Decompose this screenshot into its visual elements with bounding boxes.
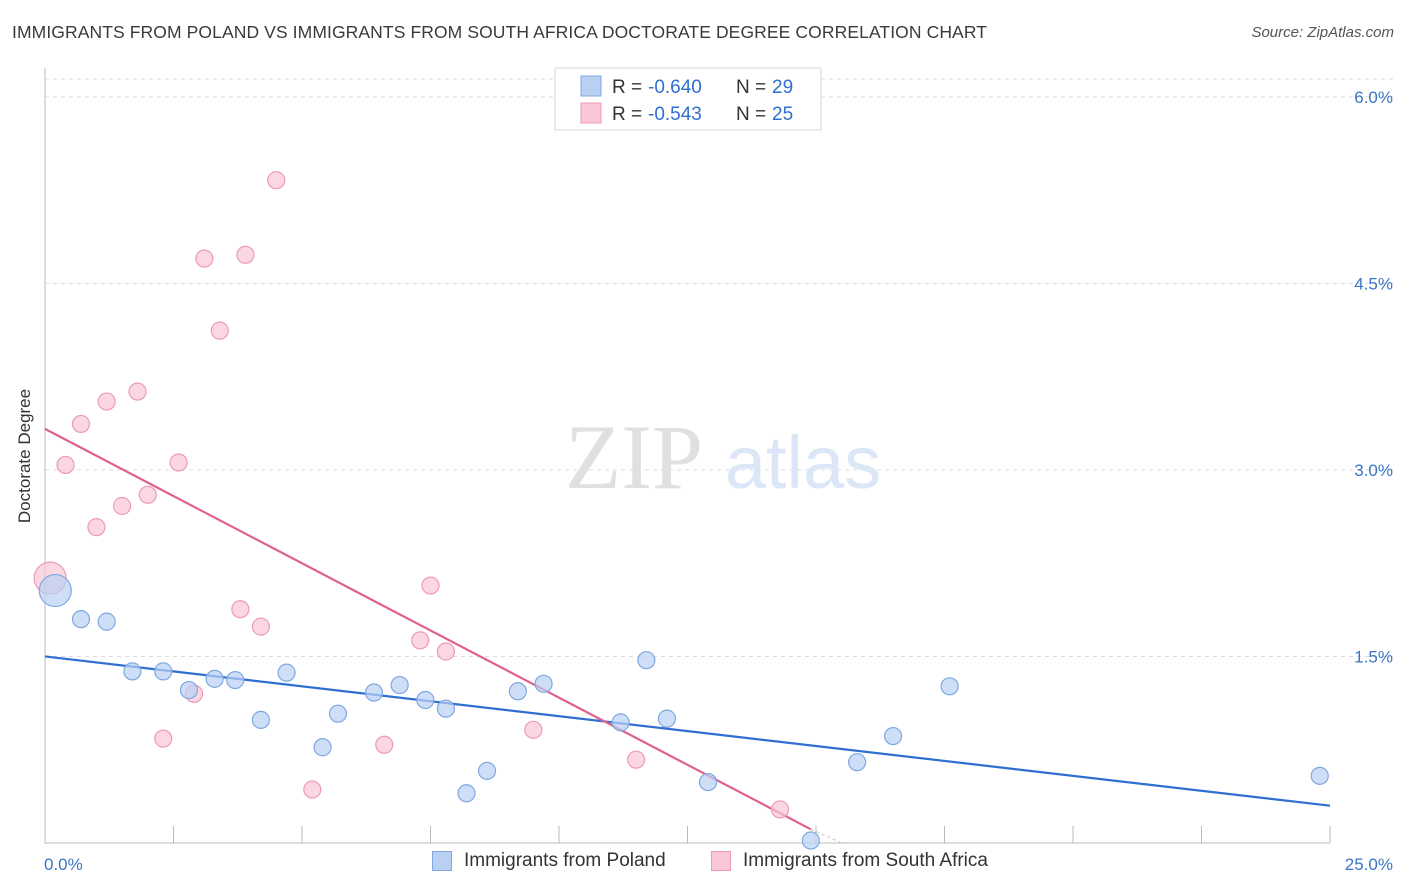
point-poland-17 [477, 761, 497, 780]
point-poland-15 [436, 699, 456, 718]
legend-bottom-label-south-africa: Immigrants from South Africa [743, 850, 988, 871]
axes-layer [44, 68, 1331, 844]
legend-swatch-south-africa [580, 102, 602, 124]
point-south-africa-6 [128, 382, 147, 401]
point-south-africa-18 [375, 735, 394, 754]
point-south-africa-14 [236, 245, 255, 264]
y-tick-label-3: 6.0% [1354, 88, 1393, 107]
point-south-africa-24 [770, 800, 790, 819]
point-south-africa-20 [421, 576, 440, 595]
point-poland-12 [364, 683, 384, 702]
legend-bottom: Immigrants from Poland Immigrants from S… [0, 850, 1406, 880]
point-poland-25 [848, 753, 867, 772]
point-poland-16 [457, 784, 476, 803]
legend-bottom-swatch-poland [432, 851, 452, 871]
point-poland-2 [97, 612, 116, 631]
point-south-africa-7 [138, 485, 157, 504]
legend-item-poland: Immigrants from Poland [432, 850, 666, 872]
point-poland-28 [1310, 766, 1329, 785]
point-poland-9 [277, 663, 296, 682]
y-tick-labels: 1.5% 3.0% 4.5% 6.0% [1354, 88, 1393, 667]
watermark-atlas: atlas [725, 421, 881, 504]
point-poland-20 [611, 713, 630, 732]
legend-n-value-south-africa: 25 [772, 104, 793, 125]
point-south-africa-21 [436, 642, 456, 661]
trend-line-south-africa [44, 427, 812, 831]
point-poland-24 [801, 831, 820, 850]
legend-top: R = -0.640 N = 29 R = -0.543 N = 25 [554, 67, 822, 131]
point-south-africa-13 [231, 600, 250, 619]
legend-n-label-south-africa: N = [736, 104, 766, 125]
point-poland-14 [416, 690, 435, 710]
legend-swatch-poland [580, 75, 602, 97]
point-south-africa-22 [524, 720, 543, 739]
points-layer [33, 171, 1329, 850]
x-tick-label-min: 0.0% [44, 855, 83, 874]
point-south-africa-19 [411, 631, 430, 650]
legend-n-label-poland: N = [736, 77, 766, 98]
point-south-africa-1 [56, 455, 75, 475]
point-poland-3 [123, 662, 142, 681]
point-poland-5 [179, 680, 199, 700]
grid-layer [45, 78, 1395, 657]
trend-layer [44, 427, 1331, 844]
y-tick-label-1: 3.0% [1354, 461, 1393, 480]
point-south-africa-11 [195, 249, 214, 268]
y-tick-label-0: 1.5% [1354, 647, 1393, 666]
point-south-africa-23 [626, 750, 646, 769]
legend-r-value-poland: -0.640 [648, 77, 702, 98]
point-poland-6 [205, 669, 224, 688]
point-poland-13 [390, 675, 409, 695]
trend-line-poland [44, 655, 1331, 807]
x-tick-label-max: 25.0% [1345, 855, 1393, 874]
legend-r-label-south-africa: R = [612, 104, 642, 125]
watermark-zip: ZIP [565, 406, 703, 508]
source-label: Source: ZipAtlas.com [1251, 24, 1394, 41]
point-poland-0 [38, 573, 72, 608]
legend-bottom-label-poland: Immigrants from Poland [464, 850, 666, 871]
legend-item-south-africa: Immigrants from South Africa [711, 850, 988, 872]
point-south-africa-15 [251, 617, 270, 636]
legend-r-value-south-africa: -0.543 [648, 104, 702, 125]
point-poland-1 [71, 610, 91, 629]
y-tick-label-2: 4.5% [1354, 274, 1393, 293]
legend-n-value-poland: 29 [772, 77, 793, 98]
y-axis-label: Doctorate Degree [15, 389, 34, 523]
legend-r-label-poland: R = [612, 77, 642, 98]
chart-title: IMMIGRANTS FROM POLAND VS IMMIGRANTS FRO… [12, 22, 988, 42]
point-poland-19 [534, 674, 553, 693]
point-poland-22 [657, 709, 677, 728]
point-poland-26 [883, 726, 903, 746]
point-poland-23 [698, 772, 718, 792]
point-poland-18 [508, 682, 527, 701]
point-poland-10 [313, 738, 332, 757]
point-poland-8 [251, 710, 270, 729]
legend-bottom-swatch-south-africa [711, 851, 731, 871]
point-poland-7 [226, 670, 245, 690]
point-poland-21 [637, 651, 656, 670]
point-poland-11 [328, 704, 348, 723]
point-south-africa-16 [267, 171, 286, 190]
point-south-africa-9 [169, 453, 188, 472]
point-south-africa-17 [303, 780, 322, 799]
point-south-africa-12 [210, 321, 229, 340]
point-south-africa-5 [112, 496, 132, 516]
point-south-africa-4 [97, 392, 116, 411]
point-poland-27 [940, 677, 959, 696]
point-poland-4 [154, 662, 173, 681]
point-south-africa-3 [87, 518, 106, 537]
point-south-africa-2 [71, 414, 91, 434]
point-south-africa-8 [154, 729, 173, 748]
